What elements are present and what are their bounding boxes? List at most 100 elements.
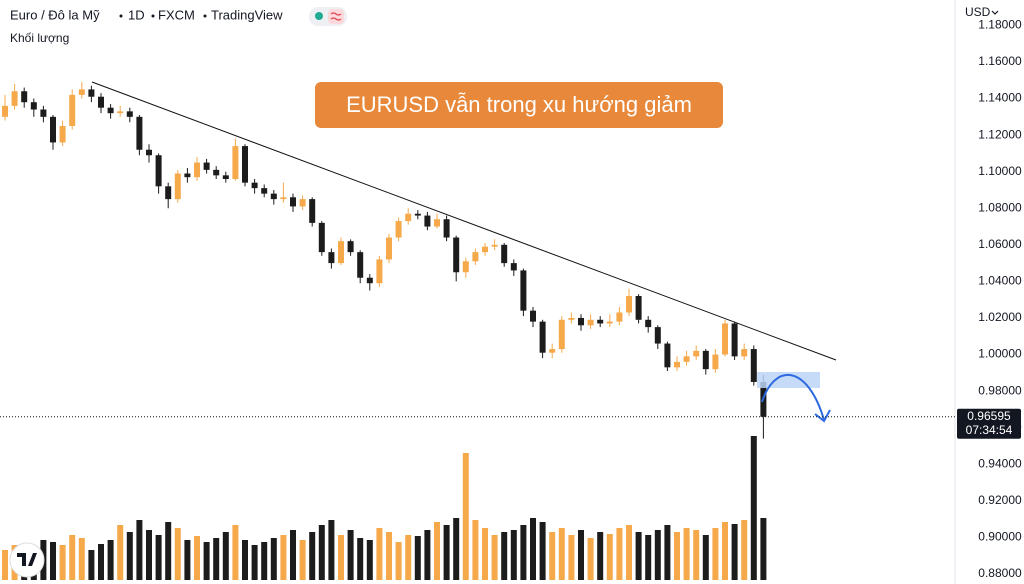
candle-body <box>674 361 680 368</box>
candle-body <box>40 109 47 117</box>
volume-bar <box>50 542 56 580</box>
projection-arrow <box>761 374 825 421</box>
currency[interactable]: USD <box>965 5 991 19</box>
candle-body <box>126 111 133 117</box>
volume-bar <box>549 532 556 580</box>
y-tick-label: 1.14000 <box>978 91 1022 105</box>
volume-bar <box>213 538 220 580</box>
volume-bar <box>654 530 661 580</box>
candle-body <box>309 199 316 223</box>
candle-body <box>626 296 632 313</box>
volume-bar <box>616 528 623 580</box>
volume-bar <box>357 538 364 580</box>
candle-body <box>78 89 85 95</box>
volume-bar <box>386 532 392 580</box>
y-tick-label: 0.94000 <box>978 456 1022 470</box>
volume-label: Khối lượng <box>10 31 69 45</box>
volume-bar <box>578 530 584 580</box>
volume-bar <box>347 530 354 580</box>
candle-body <box>21 91 28 103</box>
candle-body <box>146 149 152 156</box>
candle-body <box>107 107 114 114</box>
candle-body <box>270 193 277 200</box>
zone-box <box>757 372 820 388</box>
candle-body <box>491 244 498 247</box>
volume-bar <box>107 540 114 580</box>
volume-bar <box>88 550 95 580</box>
candle-body <box>357 252 364 278</box>
y-tick-label: 0.98000 <box>978 383 1022 397</box>
candle-body <box>376 259 383 284</box>
y-tick-label: 0.90000 <box>978 530 1022 544</box>
candle-body <box>731 323 738 357</box>
candle-body <box>539 321 546 353</box>
candle-body <box>702 350 709 370</box>
volume-bar <box>462 453 469 580</box>
candle-body <box>165 186 172 200</box>
candle-body <box>597 319 604 324</box>
countdown: 07:34:54 <box>966 423 1013 437</box>
candle-body <box>203 162 210 170</box>
volume-bar <box>78 538 85 580</box>
candle-body <box>501 244 508 264</box>
candle-body <box>280 197 287 200</box>
volume-bar <box>453 518 460 580</box>
volume-bar <box>750 436 757 580</box>
y-tick-label: 1.00000 <box>978 347 1022 361</box>
candle-body <box>290 197 296 207</box>
y-tick-label: 1.16000 <box>978 54 1022 68</box>
y-tick-label: 0.88000 <box>978 566 1022 580</box>
volume-bar <box>491 535 498 580</box>
currency-chevron[interactable] <box>991 10 999 15</box>
y-tick-label: 1.12000 <box>978 127 1022 141</box>
candle-body <box>366 277 373 284</box>
candle-body <box>386 237 392 260</box>
separator <box>203 14 207 18</box>
volume-bar <box>674 532 680 580</box>
candle-body <box>88 89 95 97</box>
candle-body <box>453 237 460 273</box>
volume-bar <box>722 522 728 580</box>
volume-bar <box>2 550 8 580</box>
candle-body <box>338 241 344 264</box>
candle-body <box>11 91 18 106</box>
volume-bar <box>635 532 642 580</box>
candle-body <box>616 312 623 322</box>
candle-body <box>184 173 191 178</box>
candle-body <box>434 219 440 227</box>
candle-body <box>712 354 719 370</box>
candle-body <box>722 323 728 355</box>
candle-body <box>405 213 412 222</box>
annotation: EURUSD vẫn trong xu hướng giảm <box>346 92 692 117</box>
y-tick-label: 1.08000 <box>978 200 1022 214</box>
candle-body <box>606 321 613 324</box>
candle-body <box>549 349 556 353</box>
volume-bar <box>530 518 536 580</box>
y-tick-label: 1.04000 <box>978 274 1022 288</box>
volume-bar <box>126 532 133 580</box>
volume-bar <box>366 540 373 580</box>
volume-bar <box>174 528 181 580</box>
volume-bar <box>155 535 162 580</box>
status-dot <box>315 12 323 20</box>
candle-body <box>155 155 162 187</box>
symbol: Euro / Đô la Mỹ <box>10 7 100 22</box>
last-price-label: 0.96595 <box>967 409 1011 423</box>
volume-bar <box>222 532 229 580</box>
plot-area <box>2 0 956 584</box>
volume-bar <box>702 535 709 580</box>
status-icon <box>328 9 344 24</box>
candle-body <box>530 310 536 322</box>
candle-body <box>194 162 200 178</box>
volume-bar <box>194 536 200 580</box>
volume-bar <box>165 522 172 580</box>
candle-body <box>251 182 258 189</box>
volume-bar <box>395 542 402 580</box>
volume-bar <box>693 530 700 580</box>
candle-body <box>568 317 575 320</box>
candle-body <box>664 343 671 368</box>
volume-bar <box>626 525 632 580</box>
volume-bar <box>510 530 517 580</box>
candle-body <box>414 213 421 216</box>
